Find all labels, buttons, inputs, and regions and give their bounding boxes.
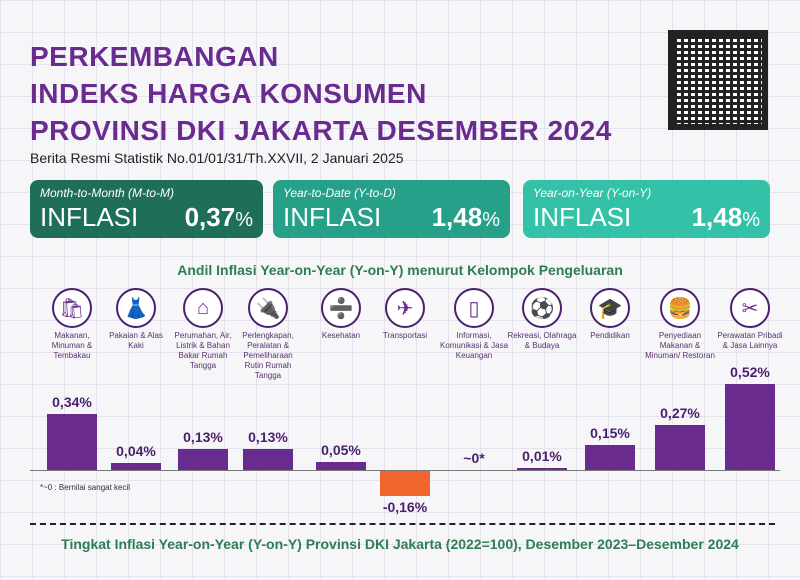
bar	[655, 425, 705, 470]
category-label: Rekreasi, Olahraga & Budaya	[507, 331, 577, 350]
soccer-player-icon: ⚽	[522, 288, 562, 328]
data-label: 0,52%	[730, 364, 770, 381]
footnote: *~0 : Bernilai sangat kecil	[40, 483, 131, 492]
category-label: Penyediaan Makanan & Minuman/ Restoran	[645, 331, 715, 360]
category-column: ⌂ Perumahan, Air, Listrik & Bahan Bakar R…	[168, 288, 238, 371]
category-label: Informasi, Komunikasi & Jasa Keuangan	[439, 331, 509, 360]
category-label: Kesehatan	[321, 331, 361, 340]
fast-food-icon: 🍔	[660, 288, 700, 328]
scissors-comb-icon: ✂	[730, 288, 770, 328]
plug-icon: 🔌	[248, 288, 288, 328]
bar	[47, 413, 97, 470]
category-column: 🎓 Pendidikan	[575, 288, 645, 341]
data-label: 0,27%	[660, 405, 700, 422]
card-label: Month-to-Month (M-to-M)	[40, 186, 175, 200]
category-column: 👗 Pakaian & Alas Kaki	[101, 288, 171, 351]
dress-icon: 👗	[116, 288, 156, 328]
category-column: 🍔 Penyediaan Makanan & Minuman/ Restoran	[645, 288, 715, 361]
bar	[517, 468, 567, 470]
bar	[316, 461, 366, 470]
card-word: INFLASI	[40, 202, 139, 232]
bar	[725, 384, 775, 470]
data-label: 0,01%	[522, 448, 562, 464]
inflation-card: Year-on-Year (Y-on-Y) INFLASI 1,48%	[523, 180, 770, 238]
category-label: Perumahan, Air, Listrik & Bahan Bakar Ru…	[174, 331, 232, 370]
data-label: -0,16%	[382, 499, 428, 516]
category-column: ✂ Perawatan Pribadi & Jasa Lainnya	[715, 288, 785, 351]
footer-title: Tingkat Inflasi Year-on-Year (Y-on-Y) Pr…	[61, 536, 739, 552]
data-label: 0,34%	[52, 393, 92, 410]
bar	[380, 470, 430, 497]
page-title: PERKEMBANGAN INDEKS HARGA KONSUMEN PROVI…	[30, 38, 612, 149]
category-column: ➗ Kesehatan	[306, 288, 376, 341]
category-column: ⚽ Rekreasi, Olahraga & Budaya	[507, 288, 577, 351]
house-icon: ⌂	[183, 288, 223, 328]
card-word: INFLASI	[283, 202, 382, 232]
data-label: ~0*	[463, 450, 485, 466]
data-label: 0,15%	[590, 425, 630, 442]
card-value: 1,48	[691, 202, 743, 232]
chart-title: Andil Inflasi Year-on-Year (Y-on-Y) menu…	[177, 262, 623, 278]
airplane-icon: ✈	[385, 288, 425, 328]
card-label: Year-on-Year (Y-on-Y)	[533, 186, 652, 200]
qr-code	[668, 30, 768, 130]
category-column: ✈ Transportasi	[370, 288, 440, 341]
data-label: 0,05%	[321, 441, 361, 458]
data-label: 0,04%	[116, 443, 156, 460]
category-label: Makanan, Minuman & Tembakau	[51, 331, 93, 360]
category-label: Transportasi	[382, 331, 428, 340]
bar	[178, 448, 228, 470]
category-label: Perawatan Pribadi & Jasa Lainnya	[717, 331, 783, 350]
card-unit: %	[742, 209, 760, 231]
card-unit: %	[482, 209, 500, 231]
title-line: PROVINSI DKI JAKARTA DESEMBER 2024	[30, 115, 612, 146]
category-column: 🛍 Makanan, Minuman & Tembakau	[37, 288, 107, 361]
graduation-cap-icon: 🎓	[590, 288, 630, 328]
data-label: 0,13%	[248, 428, 288, 445]
card-word: INFLASI	[533, 202, 632, 232]
category-label: Perlengkapan, Peralatan & Pemeliharaan R…	[242, 331, 294, 380]
inflation-card: Year-to-Date (Y-to-D) INFLASI 1,48%	[273, 180, 510, 238]
category-column: 🔌 Perlengkapan, Peralatan & Pemeliharaan …	[233, 288, 303, 381]
card-value: 0,37	[184, 202, 236, 232]
bar	[111, 463, 161, 470]
bar	[243, 448, 293, 470]
baseline	[30, 470, 780, 471]
card-unit: %	[235, 209, 253, 231]
medical-kit-icon: ➗	[321, 288, 361, 328]
grocery-bag-icon: 🛍	[52, 288, 92, 328]
card-value: 1,48	[431, 202, 483, 232]
category-column: ▯ Informasi, Komunikasi & Jasa Keuangan	[439, 288, 509, 361]
data-label: 0,13%	[183, 428, 223, 445]
category-label: Pendidikan	[590, 331, 630, 340]
inflation-card: Month-to-Month (M-to-M) INFLASI 0,37%	[30, 180, 263, 238]
subtitle: Berita Resmi Statistik No.01/01/31/Th.XX…	[30, 150, 404, 166]
divider	[30, 523, 775, 525]
bar	[585, 445, 635, 470]
category-label: Pakaian & Alas Kaki	[109, 331, 163, 350]
smartphone-icon: ▯	[454, 288, 494, 328]
title-line: INDEKS HARGA KONSUMEN	[30, 78, 427, 109]
title-line: PERKEMBANGAN	[30, 41, 279, 72]
card-label: Year-to-Date (Y-to-D)	[283, 186, 396, 200]
